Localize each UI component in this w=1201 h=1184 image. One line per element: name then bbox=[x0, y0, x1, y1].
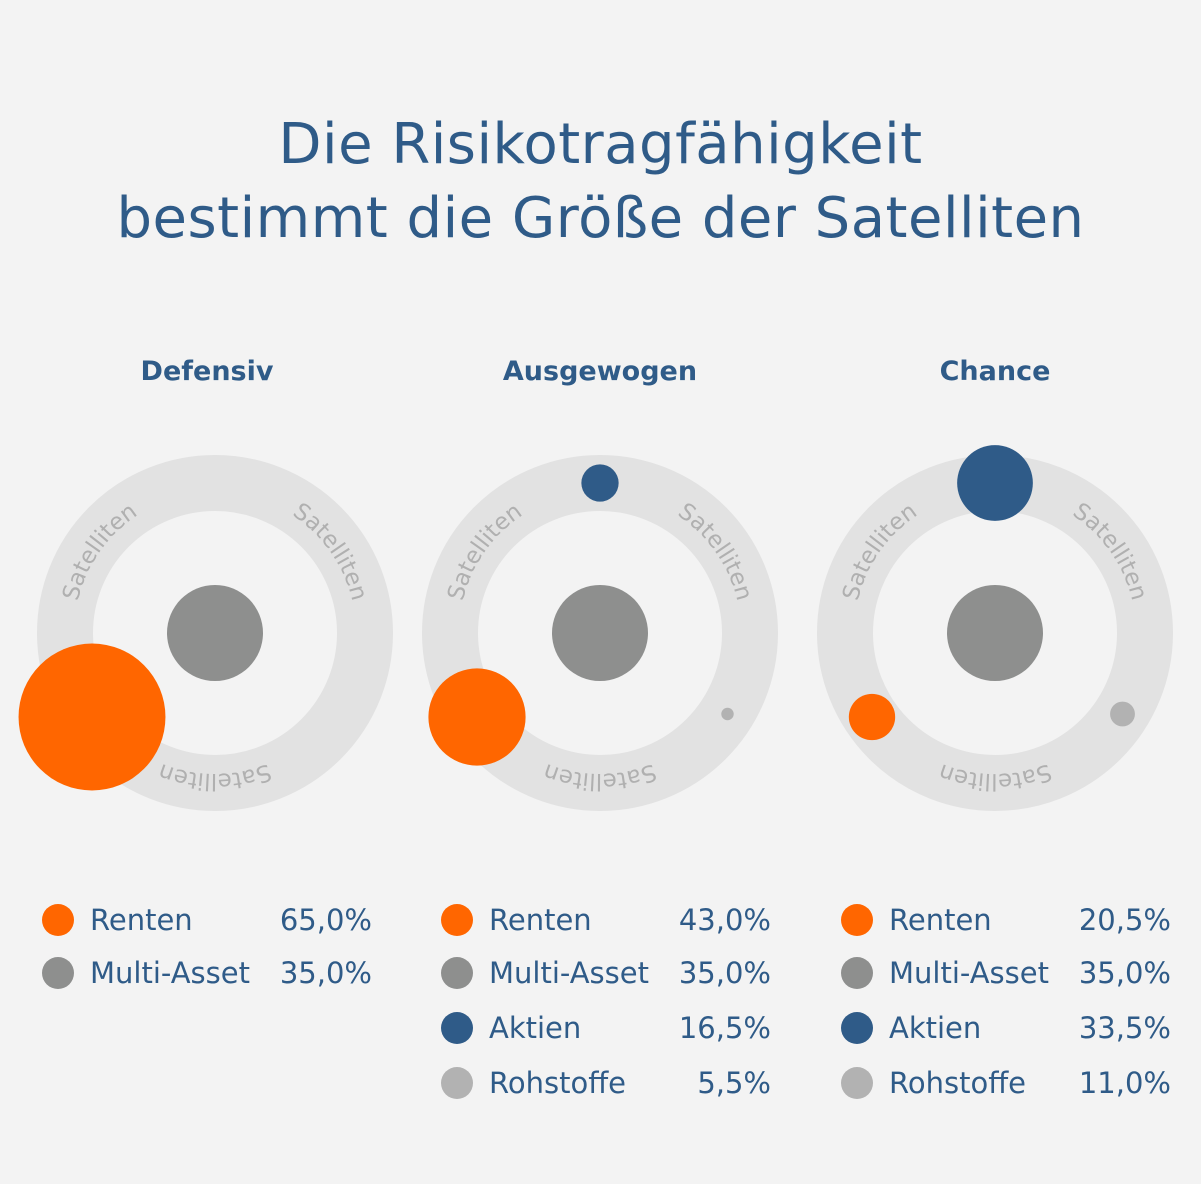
legend-value: 16,5% bbox=[678, 1010, 771, 1045]
legend-item: Multi-Asset 35,0% bbox=[441, 946, 771, 999]
bubble-rohstoffe bbox=[1110, 701, 1135, 727]
legend-defensiv: Renten 65,0% Multi-Asset 35,0% bbox=[42, 893, 372, 999]
legend-dot-icon bbox=[841, 903, 873, 936]
bubble-aktien bbox=[957, 445, 1033, 521]
legend-value: 33,5% bbox=[1078, 1010, 1171, 1045]
legend-item: Renten 43,0% bbox=[441, 893, 771, 946]
title-line-1: Die Risikotragfähigkeit bbox=[278, 112, 923, 177]
legend-dot-icon bbox=[841, 956, 873, 989]
title-line-2: bestimmt die Größe der Satelliten bbox=[116, 186, 1085, 251]
legend-value: 11,0% bbox=[1078, 1065, 1171, 1100]
legend-value: 5,5% bbox=[697, 1065, 771, 1100]
legend-dot-icon bbox=[441, 903, 473, 936]
bubble-multi-asset bbox=[167, 585, 263, 681]
legend-item: Aktien 33,5% bbox=[841, 1001, 1171, 1054]
legend-chance: Renten 20,5% Multi-Asset 35,0% Aktien 33,5% Ro… bbox=[841, 893, 1171, 1109]
legend-label: Multi-Asset bbox=[889, 955, 1049, 990]
legend-item: Multi-Asset 35,0% bbox=[42, 946, 372, 999]
legend-dot-icon bbox=[441, 1066, 473, 1099]
chart-title: Ausgewogen bbox=[503, 356, 697, 387]
legend-label: Aktien bbox=[489, 1010, 582, 1045]
legend-item: Renten 65,0% bbox=[42, 893, 372, 946]
legend-item: Multi-Asset 35,0% bbox=[841, 946, 1171, 999]
legend-item: Rohstoffe 11,0% bbox=[841, 1056, 1171, 1109]
bubble-rohstoffe bbox=[721, 707, 734, 721]
legend-label: Rohstoffe bbox=[889, 1065, 1027, 1100]
legend-dot-icon bbox=[441, 956, 473, 989]
legend-dot-icon bbox=[841, 1011, 873, 1044]
legend-label: Rohstoffe bbox=[489, 1065, 627, 1100]
legend-dot-icon bbox=[42, 956, 74, 989]
legend-label: Renten bbox=[489, 902, 592, 937]
chart-title: Chance bbox=[940, 356, 1051, 387]
legend-label: Renten bbox=[90, 902, 193, 937]
legend-item: Renten 20,5% bbox=[841, 893, 1171, 946]
bubble-aktien bbox=[581, 464, 619, 502]
legend-value: 35,0% bbox=[279, 955, 372, 990]
legend-label: Multi-Asset bbox=[90, 955, 250, 990]
legend-value: 35,0% bbox=[678, 955, 771, 990]
legend-value: 65,0% bbox=[279, 902, 372, 937]
page-title: Die Risikotragfähigkeit bestimmt die Größ… bbox=[0, 108, 1201, 256]
bubble-renten bbox=[18, 643, 166, 791]
legend-dot-icon bbox=[841, 1066, 873, 1099]
legend-label: Renten bbox=[889, 902, 992, 937]
legend-item: Aktien 16,5% bbox=[441, 1001, 771, 1054]
legend-value: 20,5% bbox=[1078, 902, 1171, 937]
bubble-multi-asset bbox=[552, 585, 648, 681]
legend-item: Rohstoffe 5,5% bbox=[441, 1056, 771, 1109]
bubble-renten bbox=[848, 693, 896, 741]
legend-dot-icon bbox=[42, 903, 74, 936]
satellite-ring bbox=[37, 455, 393, 811]
bubble-renten bbox=[428, 668, 526, 766]
bubble-multi-asset bbox=[947, 585, 1043, 681]
legend-label: Multi-Asset bbox=[489, 955, 649, 990]
legend-value: 43,0% bbox=[678, 902, 771, 937]
legend-label: Aktien bbox=[889, 1010, 982, 1045]
legend-value: 35,0% bbox=[1078, 955, 1171, 990]
chart-title: Defensiv bbox=[141, 356, 274, 387]
legend-dot-icon bbox=[441, 1011, 473, 1044]
legend-ausgewogen: Renten 43,0% Multi-Asset 35,0% Aktien 16,5% Ro… bbox=[441, 893, 771, 1109]
